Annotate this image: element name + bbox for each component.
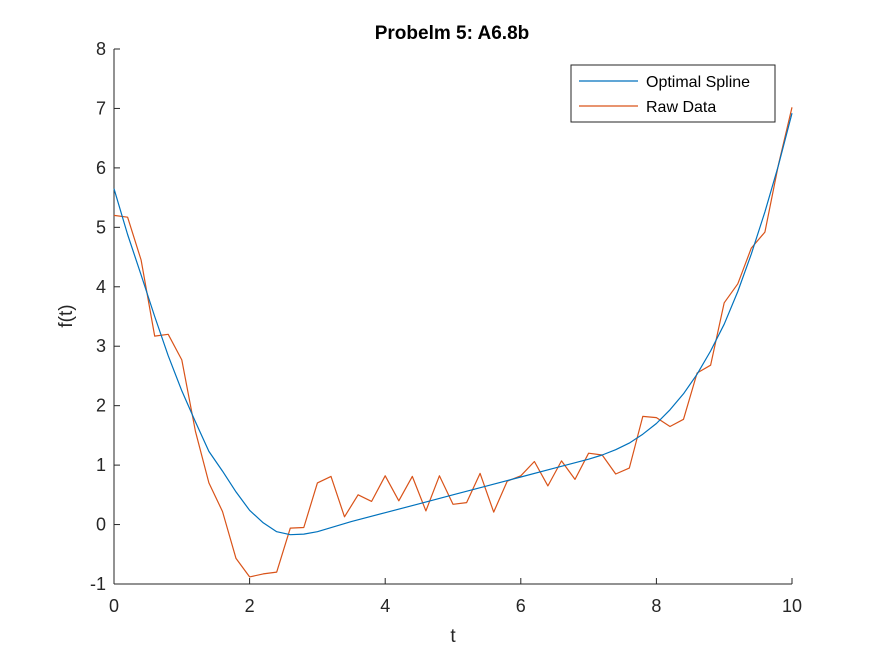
y-tick-label: 2 (96, 396, 106, 416)
series-lines (113, 107, 793, 578)
y-tick-label: 6 (96, 158, 106, 178)
x-tick-label: 0 (109, 596, 119, 616)
legend: Optimal Spline Raw Data (570, 64, 776, 123)
legend-label-raw-data: Raw Data (646, 99, 716, 116)
legend-label-optimal-spline: Optimal Spline (646, 74, 750, 91)
x-tick-label: 4 (380, 596, 390, 616)
y-tick-label: 3 (96, 336, 106, 356)
legend-box (570, 64, 776, 123)
x-tick-label: 10 (782, 596, 802, 616)
y-ticks: -1 0 1 2 3 4 5 6 7 8 (90, 39, 120, 594)
y-tick-label: 5 (96, 217, 106, 237)
chart-title: Probelm 5: A6.8b (375, 23, 530, 44)
series-line-optimal-spline (113, 113, 793, 536)
y-tick-label: 1 (96, 455, 106, 475)
y-tick-label: 7 (96, 98, 106, 118)
y-axis-label: f(t) (56, 304, 77, 327)
x-axis-label: t (450, 626, 456, 647)
x-tick-label: 6 (516, 596, 526, 616)
y-tick-label: 8 (96, 39, 106, 59)
y-tick-label: -1 (90, 574, 106, 594)
series-line-raw-data (113, 107, 793, 578)
y-tick-label: 4 (96, 277, 106, 297)
y-tick-label: 0 (96, 515, 106, 535)
x-tick-label: 2 (245, 596, 255, 616)
x-tick-label: 8 (651, 596, 661, 616)
x-ticks: 0 2 4 6 8 10 (109, 578, 802, 616)
